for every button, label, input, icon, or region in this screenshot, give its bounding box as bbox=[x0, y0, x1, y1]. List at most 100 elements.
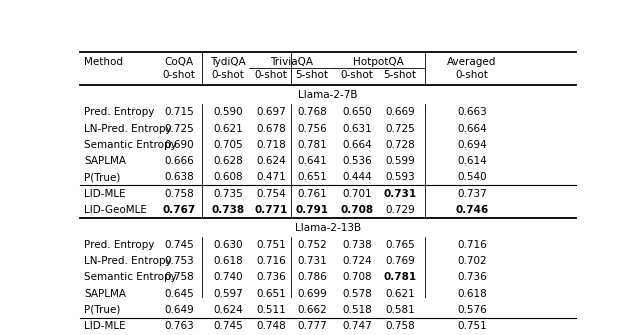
Text: 0.708: 0.708 bbox=[342, 272, 372, 282]
Text: 0.666: 0.666 bbox=[164, 156, 194, 166]
Text: Method: Method bbox=[84, 57, 123, 67]
Text: 0.590: 0.590 bbox=[213, 107, 243, 117]
Text: 0.737: 0.737 bbox=[457, 189, 486, 199]
Text: 0.628: 0.628 bbox=[213, 156, 243, 166]
Text: 0.725: 0.725 bbox=[385, 124, 415, 134]
Text: LN-Pred. Entropy: LN-Pred. Entropy bbox=[84, 256, 172, 266]
Text: 0.664: 0.664 bbox=[342, 140, 372, 150]
Text: 0.716: 0.716 bbox=[256, 256, 286, 266]
Text: TriviaQA: TriviaQA bbox=[270, 57, 313, 67]
Text: Averaged: Averaged bbox=[447, 57, 497, 67]
Text: 0.669: 0.669 bbox=[385, 107, 415, 117]
Text: LID-MLE: LID-MLE bbox=[84, 321, 125, 331]
Text: 0.735: 0.735 bbox=[213, 189, 243, 199]
Text: 0.731: 0.731 bbox=[297, 256, 327, 266]
Text: 0.768: 0.768 bbox=[297, 107, 327, 117]
Text: 0-shot: 0-shot bbox=[255, 70, 287, 80]
Text: 0.690: 0.690 bbox=[164, 140, 194, 150]
Text: SAPLMA: SAPLMA bbox=[84, 289, 126, 298]
Text: 0.791: 0.791 bbox=[296, 205, 328, 215]
Text: HotpotQA: HotpotQA bbox=[353, 57, 404, 67]
Text: 0.761: 0.761 bbox=[297, 189, 327, 199]
Text: 0.738: 0.738 bbox=[342, 240, 372, 250]
Text: 0.597: 0.597 bbox=[213, 289, 243, 298]
Text: 0.578: 0.578 bbox=[342, 289, 372, 298]
Text: 0.716: 0.716 bbox=[457, 240, 486, 250]
Text: 0.663: 0.663 bbox=[457, 107, 486, 117]
Text: 0.621: 0.621 bbox=[213, 124, 243, 134]
Text: 0.708: 0.708 bbox=[340, 205, 373, 215]
Text: 0.641: 0.641 bbox=[297, 156, 327, 166]
Text: 0.758: 0.758 bbox=[385, 321, 415, 331]
Text: 0.631: 0.631 bbox=[342, 124, 372, 134]
Text: 0.645: 0.645 bbox=[164, 289, 194, 298]
Text: 0.758: 0.758 bbox=[164, 189, 194, 199]
Text: 0.599: 0.599 bbox=[385, 156, 415, 166]
Text: 0.649: 0.649 bbox=[164, 305, 194, 315]
Text: 5-shot: 5-shot bbox=[383, 70, 417, 80]
Text: 0.763: 0.763 bbox=[164, 321, 194, 331]
Text: LID-MLE: LID-MLE bbox=[84, 189, 125, 199]
Text: 0.536: 0.536 bbox=[342, 156, 372, 166]
Text: 0.767: 0.767 bbox=[163, 205, 196, 215]
Text: 0.753: 0.753 bbox=[164, 256, 194, 266]
Text: 0.621: 0.621 bbox=[385, 289, 415, 298]
Text: 0-shot: 0-shot bbox=[340, 70, 373, 80]
Text: Llama-2-7B: Llama-2-7B bbox=[298, 90, 358, 100]
Text: 0.618: 0.618 bbox=[213, 256, 243, 266]
Text: 0.540: 0.540 bbox=[457, 172, 486, 182]
Text: 0.781: 0.781 bbox=[297, 140, 327, 150]
Text: Pred. Entropy: Pred. Entropy bbox=[84, 240, 154, 250]
Text: P(True): P(True) bbox=[84, 172, 120, 182]
Text: 0.786: 0.786 bbox=[297, 272, 327, 282]
Text: 0.518: 0.518 bbox=[342, 305, 372, 315]
Text: 0-shot: 0-shot bbox=[211, 70, 244, 80]
Text: 0.754: 0.754 bbox=[256, 189, 286, 199]
Text: 0.581: 0.581 bbox=[385, 305, 415, 315]
Text: 0.593: 0.593 bbox=[385, 172, 415, 182]
Text: 0.729: 0.729 bbox=[385, 205, 415, 215]
Text: CoQA: CoQA bbox=[164, 57, 194, 67]
Text: Llama-2-13B: Llama-2-13B bbox=[295, 223, 361, 233]
Text: 0.664: 0.664 bbox=[457, 124, 486, 134]
Text: 0.771: 0.771 bbox=[254, 205, 287, 215]
Text: 0.444: 0.444 bbox=[342, 172, 372, 182]
Text: 0.747: 0.747 bbox=[342, 321, 372, 331]
Text: Semantic Entropy: Semantic Entropy bbox=[84, 140, 177, 150]
Text: TydiQA: TydiQA bbox=[210, 57, 246, 67]
Text: 0.745: 0.745 bbox=[213, 321, 243, 331]
Text: 0.758: 0.758 bbox=[164, 272, 194, 282]
Text: 0.731: 0.731 bbox=[383, 189, 417, 199]
Text: 0.746: 0.746 bbox=[455, 205, 488, 215]
Text: 0.608: 0.608 bbox=[213, 172, 243, 182]
Text: Semantic Entropy: Semantic Entropy bbox=[84, 272, 177, 282]
Text: 0.777: 0.777 bbox=[297, 321, 327, 331]
Text: 0.738: 0.738 bbox=[211, 205, 244, 215]
Text: 0.752: 0.752 bbox=[297, 240, 327, 250]
Text: 0.576: 0.576 bbox=[457, 305, 486, 315]
Text: 0.740: 0.740 bbox=[213, 272, 243, 282]
Text: 0.650: 0.650 bbox=[342, 107, 372, 117]
Text: 0.725: 0.725 bbox=[164, 124, 194, 134]
Text: 0.736: 0.736 bbox=[457, 272, 486, 282]
Text: 0.724: 0.724 bbox=[342, 256, 372, 266]
Text: 0.651: 0.651 bbox=[297, 172, 327, 182]
Text: 0.736: 0.736 bbox=[256, 272, 286, 282]
Text: 0.781: 0.781 bbox=[383, 272, 417, 282]
Text: 0.678: 0.678 bbox=[256, 124, 286, 134]
Text: 0.748: 0.748 bbox=[256, 321, 286, 331]
Text: 0.765: 0.765 bbox=[385, 240, 415, 250]
Text: 0.699: 0.699 bbox=[297, 289, 327, 298]
Text: 0.614: 0.614 bbox=[457, 156, 486, 166]
Text: 0.728: 0.728 bbox=[385, 140, 415, 150]
Text: 0.624: 0.624 bbox=[256, 156, 286, 166]
Text: 0.701: 0.701 bbox=[342, 189, 372, 199]
Text: 0.471: 0.471 bbox=[256, 172, 286, 182]
Text: 0-shot: 0-shot bbox=[456, 70, 488, 80]
Text: 0.751: 0.751 bbox=[256, 240, 286, 250]
Text: 0.769: 0.769 bbox=[385, 256, 415, 266]
Text: 0.624: 0.624 bbox=[213, 305, 243, 315]
Text: 0.651: 0.651 bbox=[256, 289, 286, 298]
Text: 5-shot: 5-shot bbox=[296, 70, 328, 80]
Text: 0.630: 0.630 bbox=[213, 240, 243, 250]
